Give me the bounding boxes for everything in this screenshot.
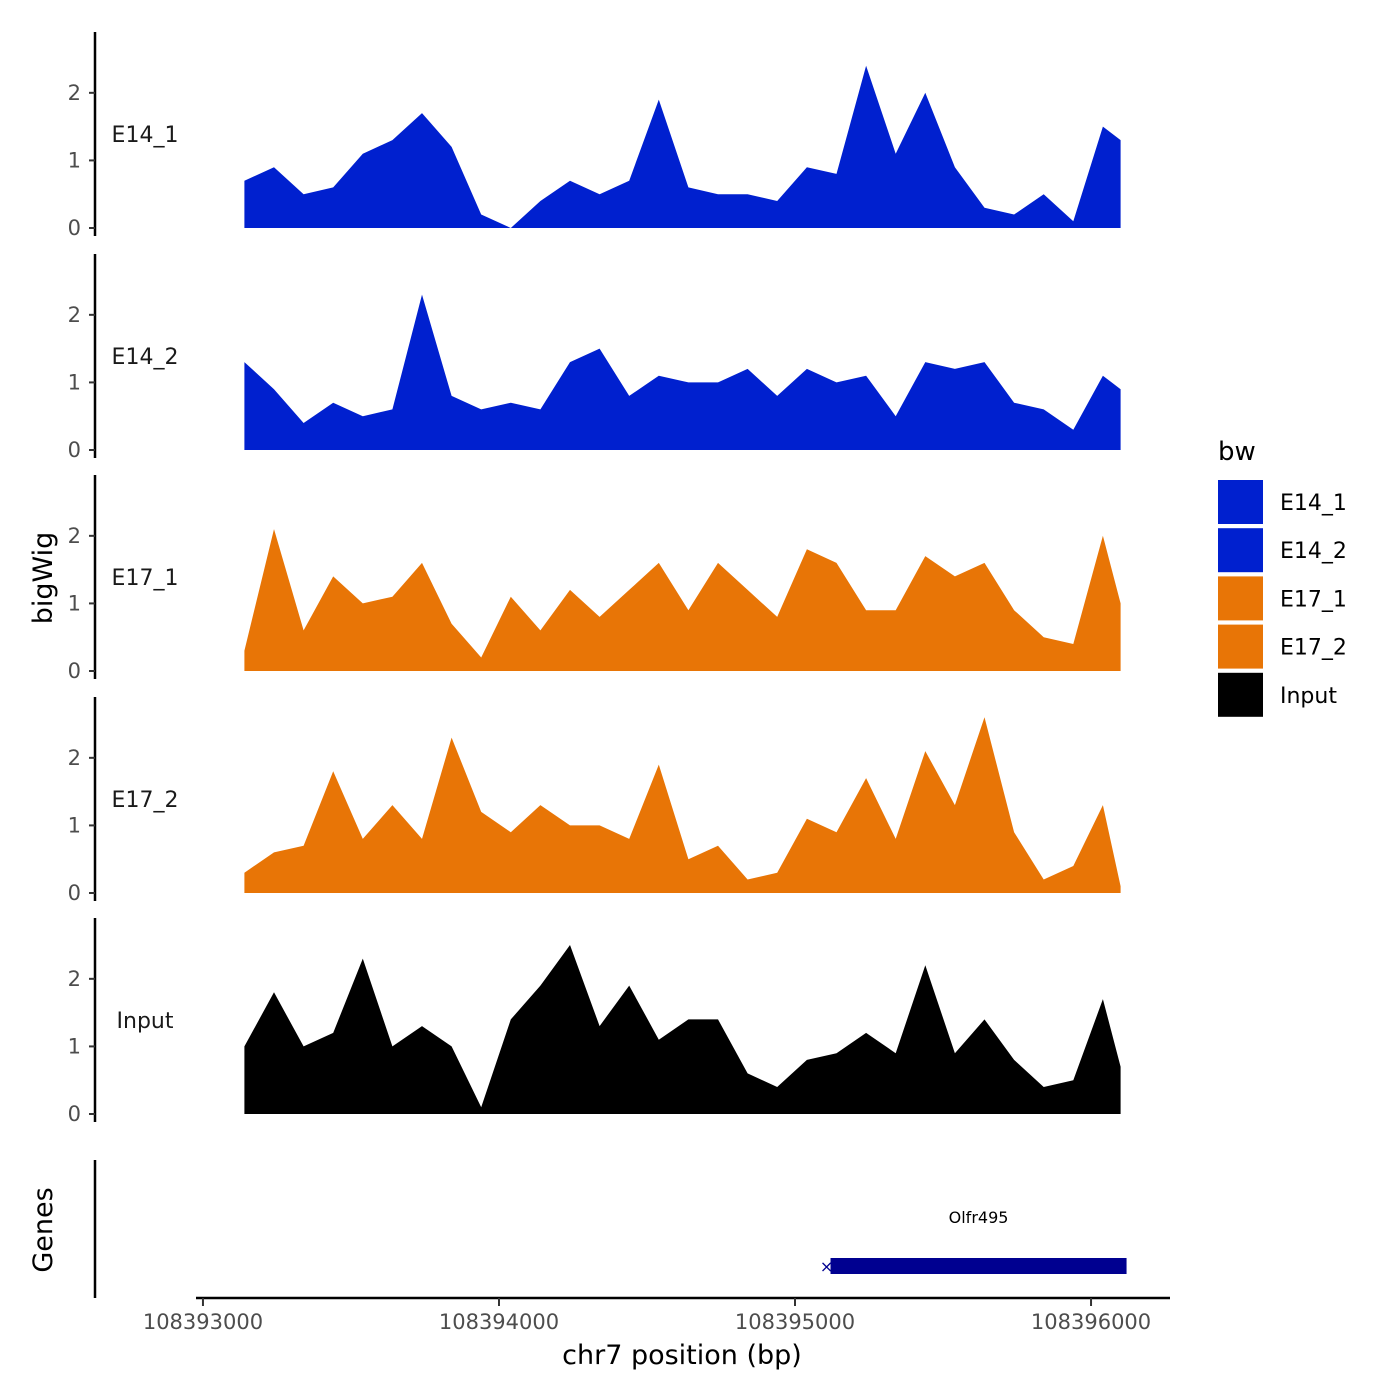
y-tick-label-e14-2-2: 2	[68, 303, 81, 327]
y-tick-label-e17-2-0: 0	[68, 881, 81, 905]
x-tick-label-1: 108394000	[439, 1310, 559, 1334]
track-label-input: Input	[117, 1009, 174, 1034]
signal-area-e14-2	[244, 294, 1121, 450]
y-tick-label-e14-2-1: 1	[68, 370, 81, 394]
y-axis-title-genes: Genes	[28, 1187, 59, 1272]
gene-track: × Olfr495	[820, 1208, 1127, 1276]
legend-label-e14-1: E14_1	[1280, 491, 1347, 516]
legend-title: bw	[1218, 437, 1256, 467]
gene-label-0: Olfr495	[949, 1208, 1009, 1227]
signal-tracks	[244, 65, 1121, 1114]
y-tick-label-input-1: 1	[68, 1034, 81, 1058]
y-tick-label-e17-1-1: 1	[68, 591, 81, 615]
x-tick-label-3: 108396000	[1031, 1310, 1151, 1334]
track-label-e14-1: E14_1	[112, 123, 179, 148]
x-tick-label-2: 108395000	[735, 1310, 855, 1334]
legend-swatch-input	[1218, 672, 1263, 717]
y-tick-label-e14-2-0: 0	[68, 438, 81, 462]
gene-body-0	[830, 1258, 1127, 1274]
legend-label-e17-1: E17_1	[1280, 587, 1347, 612]
track-label-e17-1: E17_1	[112, 566, 179, 591]
track-label-e14-2: E14_2	[112, 345, 179, 370]
signal-area-e17-2	[244, 717, 1121, 893]
legend-swatch-e14-2	[1218, 528, 1263, 573]
axes: 0 1 2 E14_1 0 1 2 E14_2 0 1 2 E17_1 0 1 2 E17_2 0 1 2 Input…	[68, 32, 1170, 1334]
legend-swatch-e14-1	[1218, 480, 1263, 524]
x-axis-title: chr7 position (bp)	[562, 1340, 802, 1371]
y-tick-label-e14-1-1: 1	[68, 148, 81, 172]
legend-label-e17-2: E17_2	[1280, 636, 1347, 661]
legend-label-e14-2: E14_2	[1280, 539, 1347, 564]
y-tick-label-e17-1-2: 2	[68, 524, 81, 548]
legend-label-input: Input	[1280, 684, 1337, 709]
legend-swatch-e17-1	[1218, 576, 1263, 621]
signal-area-e17-1	[244, 529, 1121, 671]
gene-strand-marker-0: ×	[820, 1257, 833, 1276]
y-tick-label-e14-1-2: 2	[68, 81, 81, 105]
legend: bw E14_1 E14_2 E17_1 E17_2 Input	[1218, 437, 1347, 717]
signal-area-e14-1	[244, 65, 1121, 228]
y-tick-label-input-2: 2	[68, 967, 81, 991]
y-tick-label-input-0: 0	[68, 1102, 81, 1126]
signal-area-input	[244, 945, 1121, 1114]
y-tick-label-e17-2-2: 2	[68, 746, 81, 770]
y-tick-label-e14-1-0: 0	[68, 216, 81, 240]
y-tick-label-e17-2-1: 1	[68, 813, 81, 837]
x-tick-label-0: 108393000	[143, 1310, 263, 1334]
y-tick-label-e17-1-0: 0	[68, 659, 81, 683]
legend-swatch-e17-2	[1218, 624, 1263, 669]
y-axis-title-bigwig: bigWig	[28, 532, 59, 625]
track-label-e17-2: E17_2	[112, 788, 179, 813]
